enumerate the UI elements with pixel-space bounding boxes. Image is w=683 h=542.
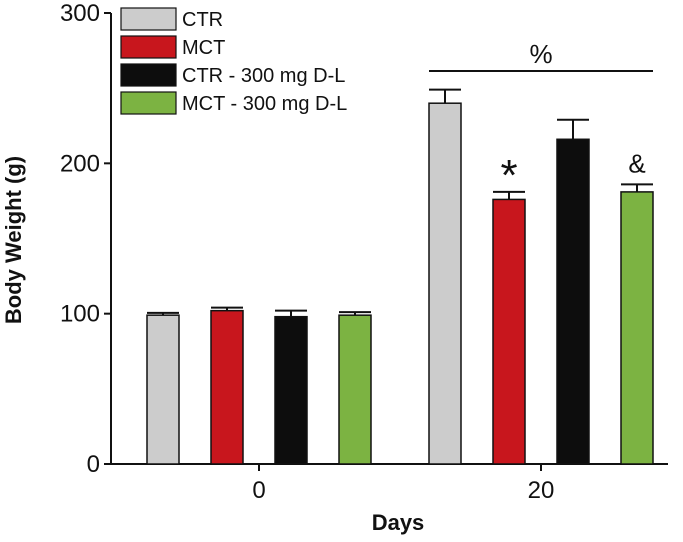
annotation-label: & <box>628 148 645 178</box>
x-tick-label: 20 <box>528 477 555 504</box>
bar-mct-300-mg-d-l-day-0 <box>338 314 372 465</box>
legend-swatch <box>120 35 177 59</box>
y-tick-label: 200 <box>60 150 100 177</box>
y-axis-title: Body Weight (g) <box>1 156 26 324</box>
y-tick-label: 300 <box>60 0 100 27</box>
legend-label: CTR - 300 mg D-L <box>182 65 345 87</box>
legend-label: CTR <box>182 9 223 31</box>
bar-ctr-day-20 <box>428 102 462 465</box>
legend-label: MCT <box>182 37 225 59</box>
legend-label: MCT - 300 mg D-L <box>182 93 347 115</box>
annotation-label: * <box>500 151 517 200</box>
legend-swatch <box>120 63 177 87</box>
bar-ctr-300-mg-d-l-day-20 <box>556 138 590 465</box>
bar-ctr-300-mg-d-l-day-0 <box>274 315 308 465</box>
bar-mct-day-20 <box>492 198 526 465</box>
bar-ctr-day-0 <box>146 314 180 465</box>
x-tick-label: 0 <box>252 477 265 504</box>
legend-swatch <box>120 7 177 31</box>
x-axis-title: Days <box>372 510 425 535</box>
bar-mct-day-0 <box>210 309 244 465</box>
y-tick-label: 100 <box>60 301 100 328</box>
y-tick-label: 0 <box>87 451 100 478</box>
legend-swatch <box>120 91 177 115</box>
annotation-label: % <box>529 39 552 69</box>
bar-mct-300-mg-d-l-day-20 <box>620 191 654 465</box>
